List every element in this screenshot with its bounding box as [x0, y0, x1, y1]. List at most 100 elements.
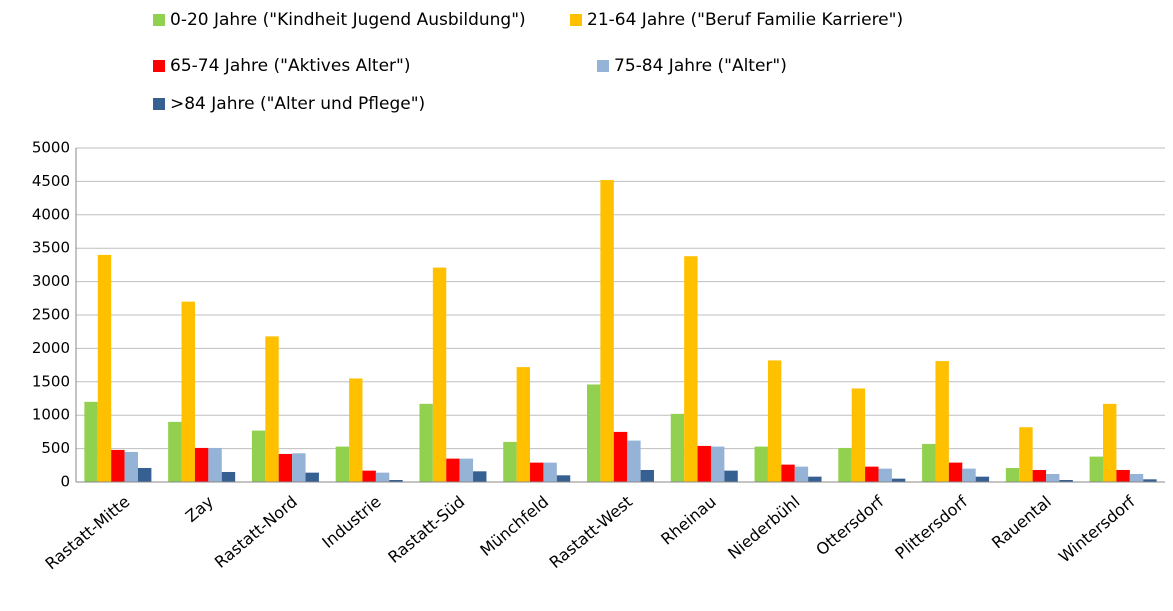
bar [794, 466, 809, 482]
bar [865, 466, 879, 482]
x-tick-label: Ottersdorf [812, 492, 887, 560]
bar [265, 336, 279, 482]
legend-swatch [153, 98, 165, 110]
bar [935, 361, 949, 482]
bar [459, 458, 474, 482]
bar [97, 254, 112, 482]
y-tick-label: 2500 [32, 306, 70, 324]
x-tick-label: Plittersdorf [891, 492, 971, 563]
x-tick-label: Rauental [988, 492, 1055, 552]
legend-swatch [570, 14, 582, 26]
x-tick-label: Rastatt-West [546, 492, 636, 572]
legend-swatch [153, 60, 165, 72]
bar [1019, 427, 1033, 482]
bar [111, 449, 125, 482]
legend-swatch [597, 60, 609, 72]
x-tick-label: Rastatt-Nord [211, 492, 301, 572]
x-tick-label: Niederbühl [724, 492, 803, 563]
y-tick-label: 1000 [32, 406, 70, 424]
x-tick-label: Rastatt-Mitte [42, 492, 134, 573]
bar [349, 378, 363, 482]
y-tick-label: 1500 [32, 372, 70, 390]
bar [684, 256, 698, 482]
bar [446, 458, 460, 482]
bar [754, 446, 768, 482]
bar [1005, 467, 1020, 482]
x-tick-label: Zay [182, 492, 217, 526]
y-tick-label: 5000 [32, 139, 70, 157]
bar [1089, 456, 1104, 482]
y-tick-label: 3500 [32, 239, 70, 257]
bar [137, 467, 152, 482]
bar [556, 475, 571, 482]
legend-swatch [153, 14, 165, 26]
bar [432, 267, 447, 482]
legend-label: 65-74 Jahre ("Aktives Alter") [170, 56, 411, 76]
bar [962, 468, 976, 482]
y-tick-label: 4000 [32, 205, 70, 223]
legend-label: 0-20 Jahre ("Kindheit Jugend Ausbildung"… [170, 10, 526, 30]
bar [208, 447, 222, 482]
bar [473, 471, 487, 482]
bar [530, 462, 544, 482]
x-tick-label: Rastatt-Süd [384, 492, 468, 567]
bar [305, 472, 319, 482]
bar [838, 447, 852, 482]
bar [503, 441, 517, 482]
bar [710, 446, 725, 482]
y-tick-label: 2000 [32, 339, 70, 357]
bar [419, 403, 433, 482]
x-tick-label: Rheinau [657, 492, 719, 549]
bar [724, 470, 738, 482]
bar [781, 464, 795, 482]
bar [335, 446, 350, 482]
x-tick-label: Industrie [318, 492, 384, 552]
bar [1143, 479, 1157, 482]
bar [627, 440, 641, 482]
y-tick-label: 3000 [32, 272, 70, 290]
bar [878, 468, 892, 482]
bar [181, 301, 195, 482]
bar [600, 180, 614, 482]
legend-label: 21-64 Jahre ("Beruf Familie Karriere") [587, 10, 903, 30]
bar [670, 413, 685, 482]
bar [375, 472, 390, 482]
bar [891, 478, 906, 482]
legend-label: 75-84 Jahre ("Alter") [614, 56, 787, 76]
bar [389, 479, 403, 482]
bar [516, 367, 531, 482]
bar [1129, 473, 1144, 482]
bar [586, 384, 601, 482]
bar [1032, 469, 1047, 482]
bar [1116, 469, 1130, 482]
bar [808, 476, 822, 482]
x-tick-label: Wintersdorf [1055, 492, 1139, 567]
bar [362, 470, 376, 482]
bar [922, 443, 936, 482]
bar [975, 476, 990, 482]
bar [851, 388, 866, 482]
bar [221, 471, 236, 482]
bar [543, 462, 557, 482]
bar [84, 401, 98, 482]
bar [1046, 473, 1060, 482]
y-tick-label: 500 [41, 439, 70, 457]
legend-label: >84 Jahre ("Alter und Pflege") [170, 94, 425, 114]
bar [697, 445, 711, 482]
bar [640, 469, 655, 482]
bar [278, 453, 293, 482]
bar [613, 431, 628, 482]
bar [292, 453, 306, 482]
y-tick-label: 0 [60, 473, 70, 491]
bar [1103, 403, 1117, 482]
bar [1059, 479, 1073, 482]
bar [194, 447, 209, 482]
bar [124, 451, 138, 482]
y-tick-label: 4500 [32, 172, 70, 190]
bar [948, 462, 963, 482]
bar [251, 430, 266, 482]
x-tick-label: Münchfeld [476, 492, 552, 560]
bar [767, 360, 782, 482]
bar [168, 421, 182, 482]
